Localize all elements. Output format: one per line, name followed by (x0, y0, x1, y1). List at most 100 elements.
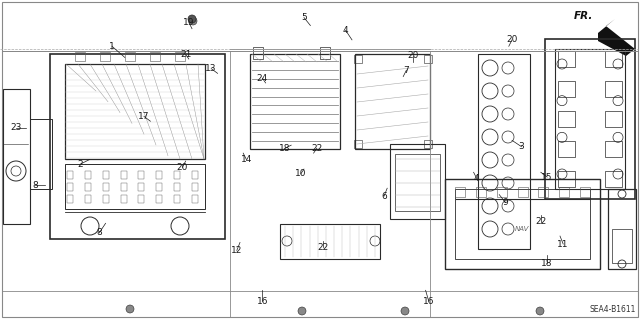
Text: 1: 1 (109, 42, 115, 51)
Bar (605, 111, 622, 127)
Bar (50, 54, 225, 239)
Bar (390, 144, 445, 219)
Bar (192, 195, 198, 203)
Text: 14: 14 (241, 155, 252, 164)
Text: 20: 20 (407, 51, 419, 60)
Bar (280, 224, 380, 259)
Bar (102, 195, 109, 203)
Bar (558, 111, 575, 127)
Bar (605, 171, 622, 187)
Bar (85, 195, 91, 203)
Text: SEA4-B1611: SEA4-B1611 (589, 305, 636, 314)
Bar (125, 52, 135, 61)
Bar (138, 171, 145, 179)
Bar (559, 187, 569, 197)
Bar (478, 54, 530, 249)
Bar (558, 51, 575, 67)
Text: 16: 16 (257, 297, 268, 306)
Polygon shape (598, 19, 635, 56)
Bar (156, 171, 163, 179)
Text: 17: 17 (138, 112, 150, 121)
Bar (100, 52, 110, 61)
Bar (320, 47, 330, 59)
Text: 11: 11 (557, 240, 569, 249)
Bar (558, 81, 575, 97)
Bar (67, 171, 73, 179)
Bar (354, 140, 362, 148)
Text: 23: 23 (10, 123, 22, 132)
Bar (75, 52, 85, 61)
Bar (424, 55, 432, 63)
Bar (558, 141, 575, 157)
Bar (518, 187, 527, 197)
Circle shape (536, 307, 544, 315)
Bar (192, 171, 198, 179)
Bar (102, 183, 109, 191)
Bar (605, 81, 622, 97)
Bar (85, 171, 91, 179)
Bar (558, 171, 575, 187)
Text: 4: 4 (343, 26, 348, 35)
Bar (138, 183, 145, 191)
Circle shape (126, 305, 134, 313)
Bar (605, 51, 622, 67)
Text: 13: 13 (205, 64, 217, 73)
Text: 22: 22 (311, 144, 323, 153)
Bar (192, 183, 198, 191)
Bar (120, 195, 127, 203)
Bar (355, 54, 430, 149)
Bar (250, 54, 340, 149)
Bar (608, 189, 636, 269)
Text: 2: 2 (77, 160, 83, 169)
Bar (455, 187, 465, 197)
Text: 9: 9 (503, 198, 508, 207)
Bar (538, 187, 548, 197)
Circle shape (401, 307, 409, 315)
Bar (174, 183, 180, 191)
Bar (175, 52, 185, 61)
Bar (156, 183, 163, 191)
Text: 24: 24 (257, 74, 268, 83)
Text: FR.: FR. (574, 11, 593, 21)
Text: 20: 20 (177, 163, 188, 172)
Text: 5: 5 (301, 13, 307, 22)
Bar (580, 187, 590, 197)
Bar (30, 119, 52, 189)
Bar (65, 64, 205, 159)
Bar (497, 187, 507, 197)
Bar (85, 183, 91, 191)
Bar (424, 140, 432, 148)
Text: 21: 21 (180, 50, 191, 59)
Bar (3, 89, 30, 224)
Text: 8: 8 (97, 228, 102, 237)
Bar (545, 39, 635, 199)
Circle shape (189, 17, 197, 25)
Bar (67, 195, 73, 203)
Text: 8: 8 (33, 181, 38, 189)
Text: 12: 12 (231, 246, 243, 255)
Bar (555, 49, 625, 189)
Text: 4: 4 (474, 174, 479, 183)
Bar (120, 171, 127, 179)
Text: 15: 15 (541, 173, 553, 182)
Text: 3: 3 (519, 142, 524, 151)
Bar (67, 183, 73, 191)
Bar (354, 55, 362, 63)
Bar (395, 154, 440, 211)
Bar (253, 47, 263, 59)
Text: 7: 7 (404, 66, 409, 75)
Bar (174, 195, 180, 203)
Circle shape (188, 15, 196, 23)
Text: 22: 22 (317, 243, 329, 252)
Text: 6: 6 (381, 192, 387, 201)
Text: 19: 19 (183, 18, 195, 27)
Bar (102, 171, 109, 179)
Bar (455, 189, 590, 259)
Text: NAV: NAV (515, 226, 529, 232)
Text: 18: 18 (541, 259, 553, 268)
Text: 22: 22 (535, 217, 547, 226)
Bar (612, 229, 632, 263)
Bar (174, 171, 180, 179)
Circle shape (298, 307, 306, 315)
Bar (150, 52, 160, 61)
